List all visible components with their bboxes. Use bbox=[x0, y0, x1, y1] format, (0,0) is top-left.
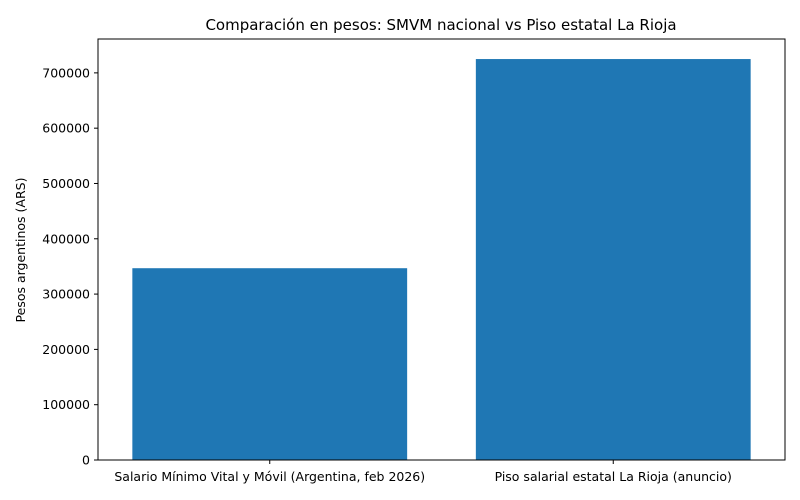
y-tick-label: 500000 bbox=[42, 176, 90, 191]
plot-area: Salario Mínimo Vital y Móvil (Argentina,… bbox=[42, 38, 786, 484]
y-tick-label: 400000 bbox=[42, 231, 90, 246]
y-tick-label: 700000 bbox=[42, 65, 90, 80]
x-tick-label: Salario Mínimo Vital y Móvil (Argentina,… bbox=[114, 469, 425, 484]
x-tick-label: Piso salarial estatal La Rioja (anuncio) bbox=[495, 469, 732, 484]
y-tick-label: 200000 bbox=[42, 342, 90, 357]
chart-title: Comparación en pesos: SMVM nacional vs P… bbox=[205, 16, 676, 34]
y-tick-label: 0 bbox=[82, 453, 90, 468]
bar bbox=[132, 268, 408, 460]
y-axis-label: Pesos argentinos (ARS) bbox=[13, 178, 28, 323]
bar bbox=[475, 59, 751, 461]
plot-frame bbox=[97, 38, 786, 461]
y-tick-label: 600000 bbox=[42, 121, 90, 136]
y-tick-label: 100000 bbox=[42, 397, 90, 412]
y-tick-label: 300000 bbox=[42, 287, 90, 302]
